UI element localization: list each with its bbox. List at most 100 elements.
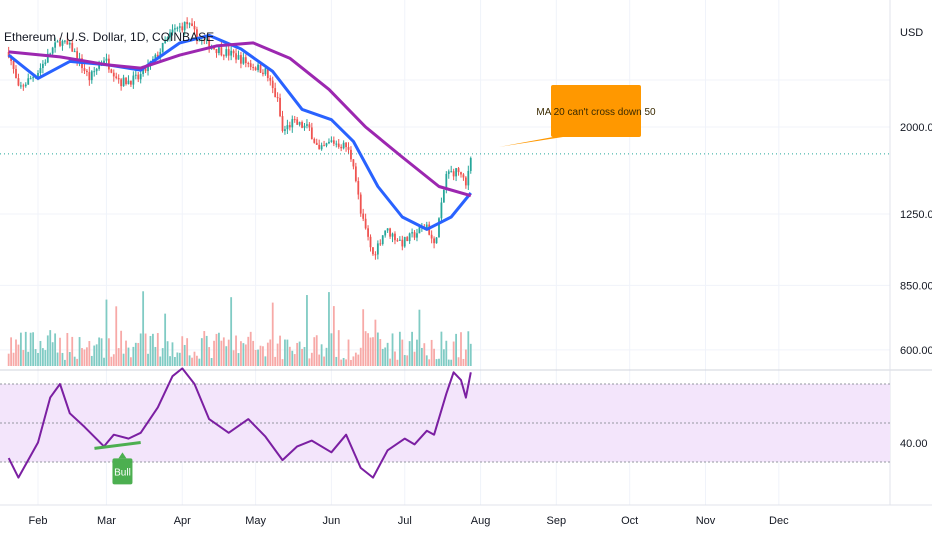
volume-bar [318, 354, 321, 366]
volume-bar [379, 339, 382, 366]
candle-body [222, 55, 225, 57]
volume-bar [24, 331, 27, 366]
candle-body [384, 230, 387, 236]
volume-bar [105, 299, 108, 366]
volume-bar [63, 359, 66, 366]
candle-body [318, 144, 321, 150]
volume-bars [7, 291, 472, 366]
price-tick-label: 1250.00 [900, 209, 932, 221]
volume-bar [411, 331, 413, 366]
candle-body [44, 62, 47, 64]
candle-body [213, 47, 215, 49]
price-tick-label: 2000.00 [900, 122, 932, 134]
volume-bar [19, 332, 22, 366]
callout-box [551, 85, 641, 137]
x-tick-label: Sep [547, 515, 567, 527]
candle-body [247, 63, 250, 65]
candle-body [203, 40, 206, 42]
candle-body [303, 125, 306, 128]
volume-bar [174, 356, 176, 366]
volume-bar [142, 291, 145, 366]
candle-body [46, 53, 49, 63]
candle-body [17, 78, 20, 86]
volume-bar [416, 339, 418, 366]
volume-bar [41, 348, 44, 366]
candle-body [469, 158, 472, 171]
volume-bar [108, 338, 110, 366]
candle-body [249, 63, 252, 68]
volume-bar [469, 343, 472, 366]
candle-body [83, 68, 86, 71]
candle-body [54, 42, 57, 48]
volume-bar [242, 343, 245, 366]
volume-bar [254, 349, 257, 366]
candle-body [396, 240, 399, 242]
candle-body [330, 140, 333, 142]
candle-body [298, 122, 301, 125]
volume-bar [330, 333, 333, 366]
candle-body [59, 41, 61, 46]
moving-average-line-2 [8, 41, 472, 198]
candle-body [63, 40, 66, 42]
volume-bar [120, 330, 123, 366]
candle-body [144, 68, 147, 72]
candle-body [142, 68, 145, 75]
volume-bar [49, 330, 52, 366]
volume-bar [372, 337, 374, 366]
volume-bar [455, 333, 457, 366]
candle-body [433, 238, 435, 244]
volume-bar [430, 339, 433, 366]
candle-body [442, 189, 445, 203]
candle-body [313, 138, 316, 143]
volume-bar [462, 358, 465, 366]
volume-bar [440, 331, 443, 366]
volume-bar [281, 359, 284, 366]
candle-body [198, 40, 201, 42]
candle-body [352, 159, 355, 167]
candle-body [147, 64, 149, 72]
candle-body [359, 194, 362, 214]
volume-bar [218, 332, 220, 366]
volume-bar [137, 342, 140, 366]
candle-body [19, 85, 22, 87]
candle-body [323, 145, 325, 147]
volume-bar [59, 337, 61, 366]
candle-body [276, 97, 279, 99]
candle-body [98, 64, 101, 69]
volume-bar [115, 306, 118, 366]
volume-bar [100, 338, 103, 366]
candle-body [134, 74, 137, 76]
volume-bar [298, 341, 301, 366]
candle-body [244, 57, 247, 64]
candle-body [139, 74, 142, 80]
candle-body [386, 228, 389, 231]
volume-bar [61, 352, 64, 366]
volume-bar [10, 337, 13, 366]
x-tick-label: Feb [29, 515, 48, 527]
candle-body [196, 29, 198, 42]
volume-bar [457, 357, 460, 366]
candle-body [308, 124, 311, 128]
volume-bar [423, 343, 426, 366]
volume-bar [247, 336, 250, 366]
volume-bar [78, 337, 81, 366]
volume-bar [308, 358, 311, 366]
volume-bar [374, 319, 377, 366]
candle-body [32, 77, 35, 79]
candle-body [450, 171, 453, 173]
volume-bar [203, 331, 206, 366]
volume-bar [200, 338, 203, 366]
candle-body [257, 64, 259, 71]
volume-bar [389, 358, 391, 366]
candle-body [29, 78, 32, 80]
x-tick-label: Aug [471, 515, 491, 527]
candle-body [325, 143, 328, 146]
volume-bar [227, 339, 230, 366]
volume-bar [73, 356, 76, 366]
volume-bar [230, 297, 233, 366]
volume-bar [303, 347, 306, 366]
candle-body [340, 146, 343, 149]
candle-body [218, 47, 220, 54]
volume-bar [354, 352, 357, 366]
